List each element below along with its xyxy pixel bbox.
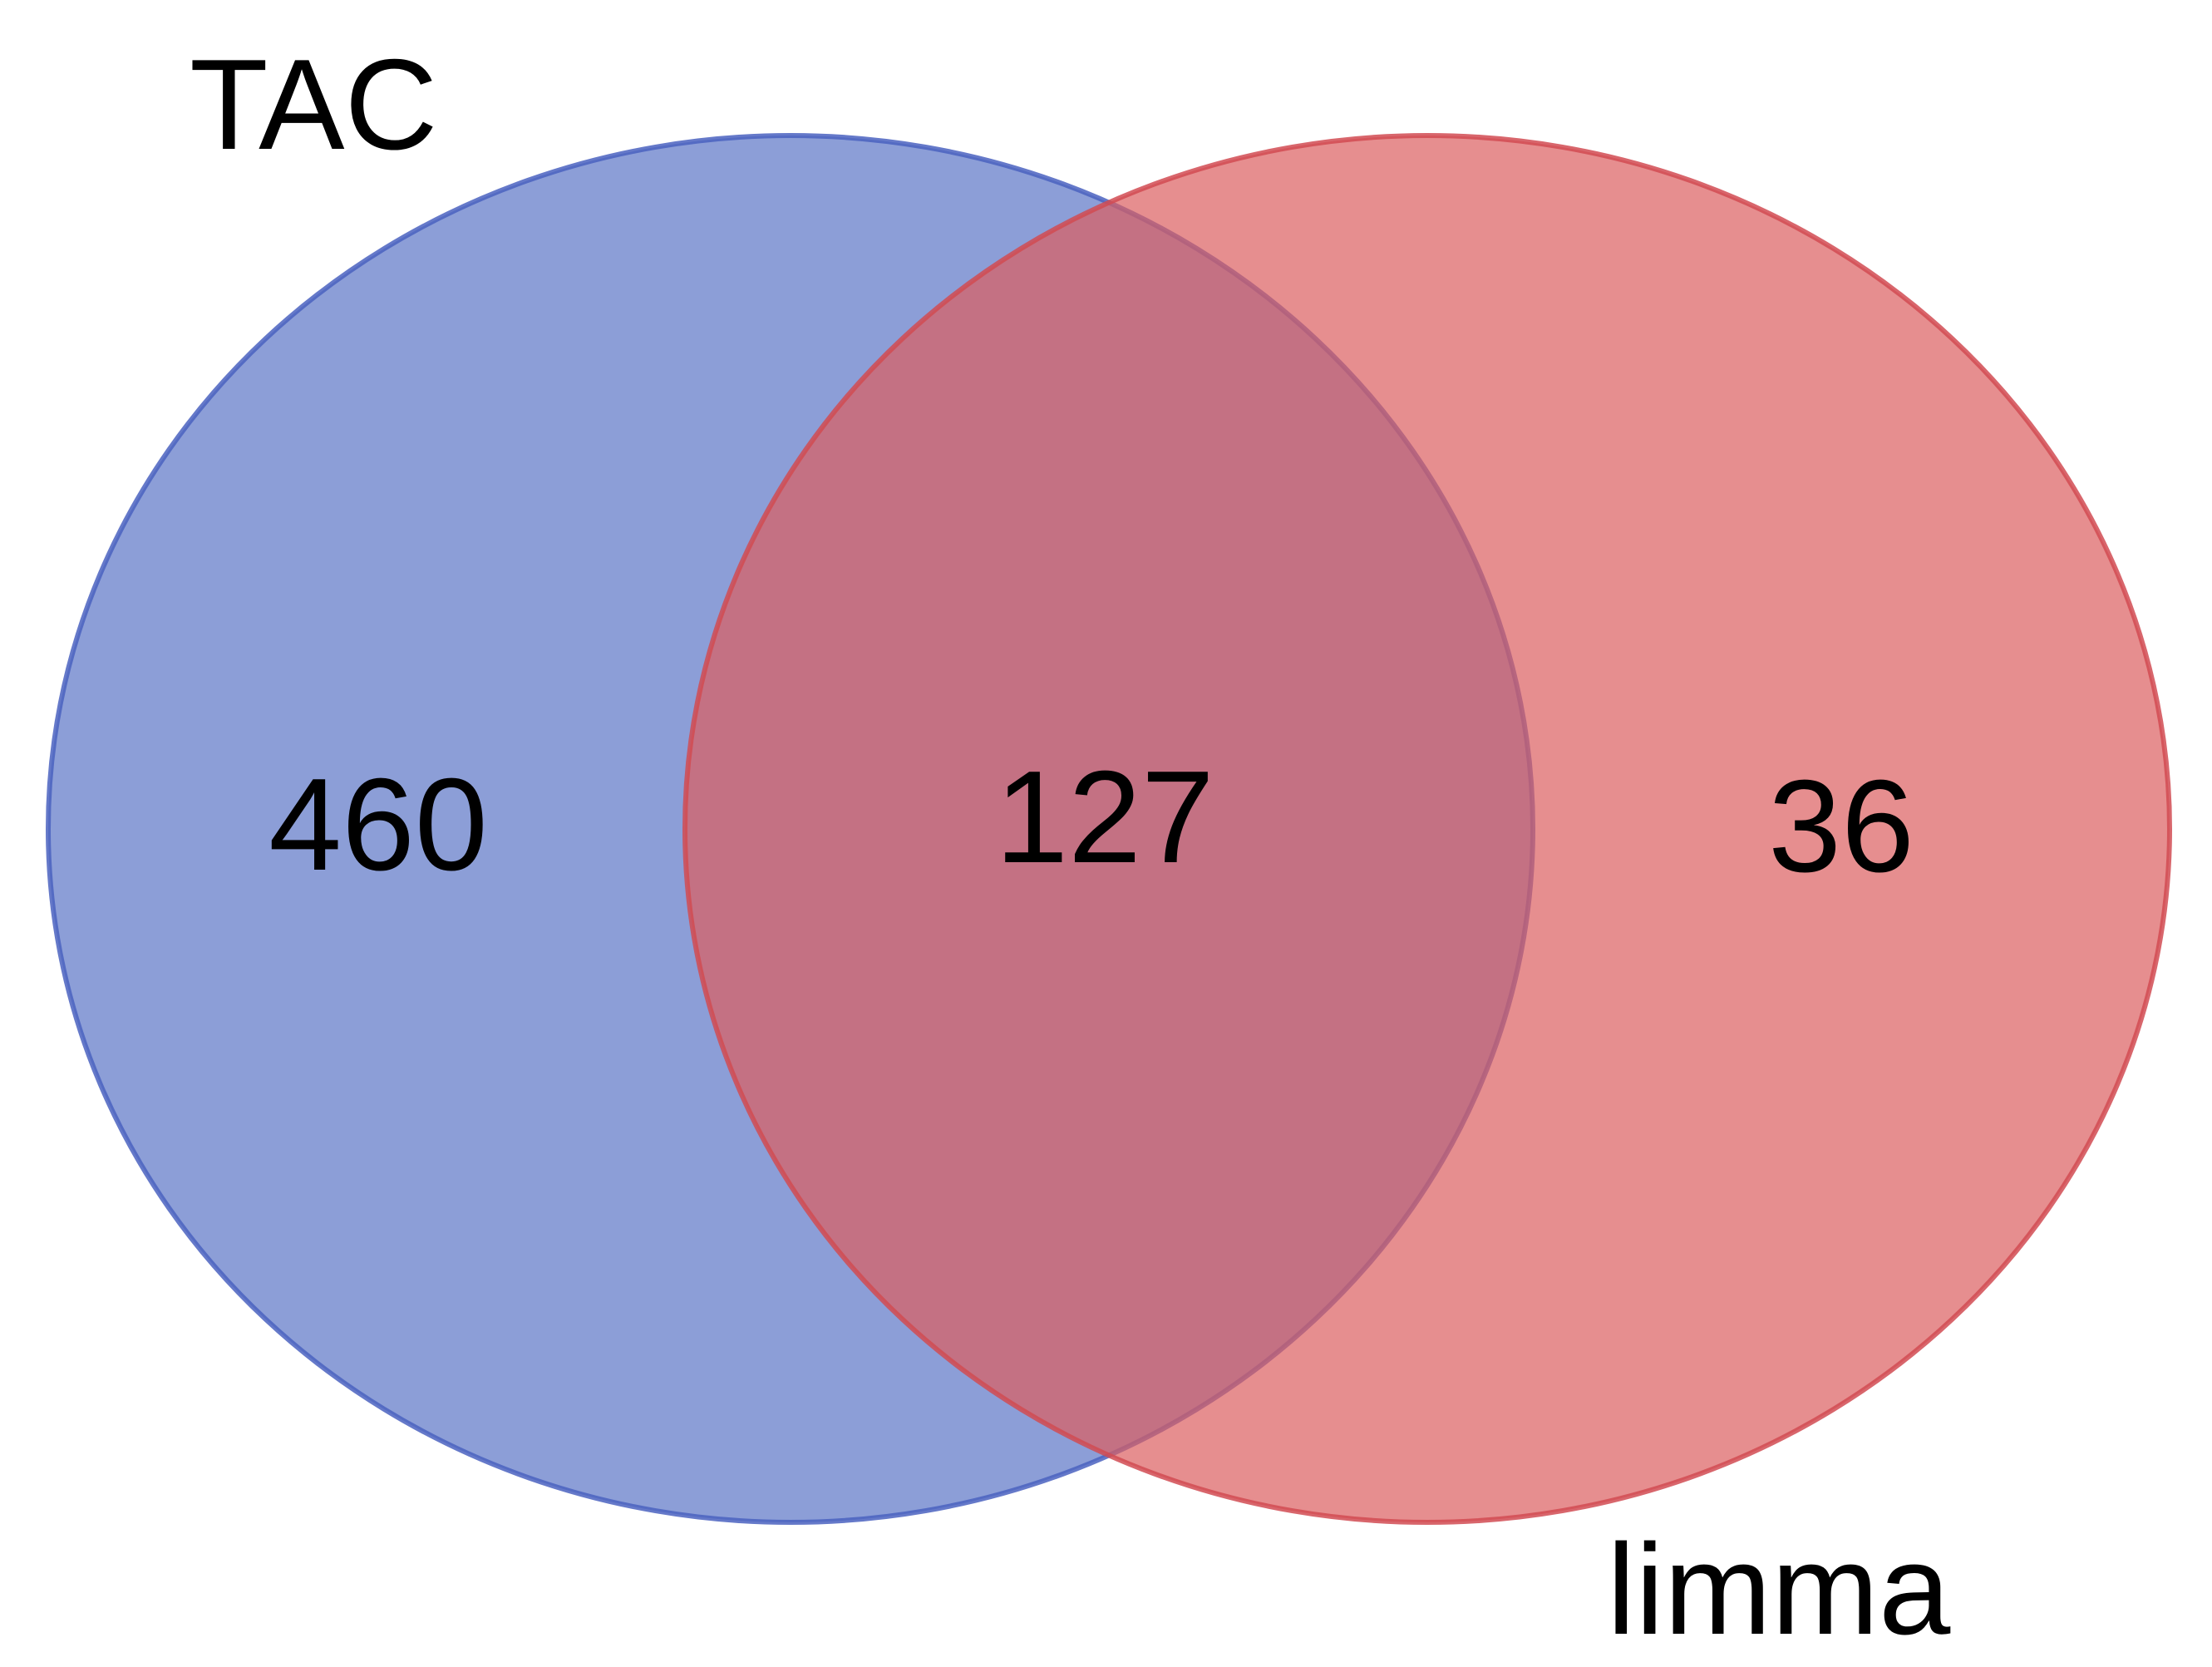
limma-only-count: 36 bbox=[1768, 753, 1914, 900]
tac-set-label: TAC bbox=[190, 32, 438, 176]
limma-set-label: limma bbox=[1607, 1517, 1951, 1661]
tac-only-count: 460 bbox=[268, 752, 488, 898]
limma-set-circle bbox=[682, 133, 2172, 1525]
intersection-count: 127 bbox=[995, 744, 1214, 890]
